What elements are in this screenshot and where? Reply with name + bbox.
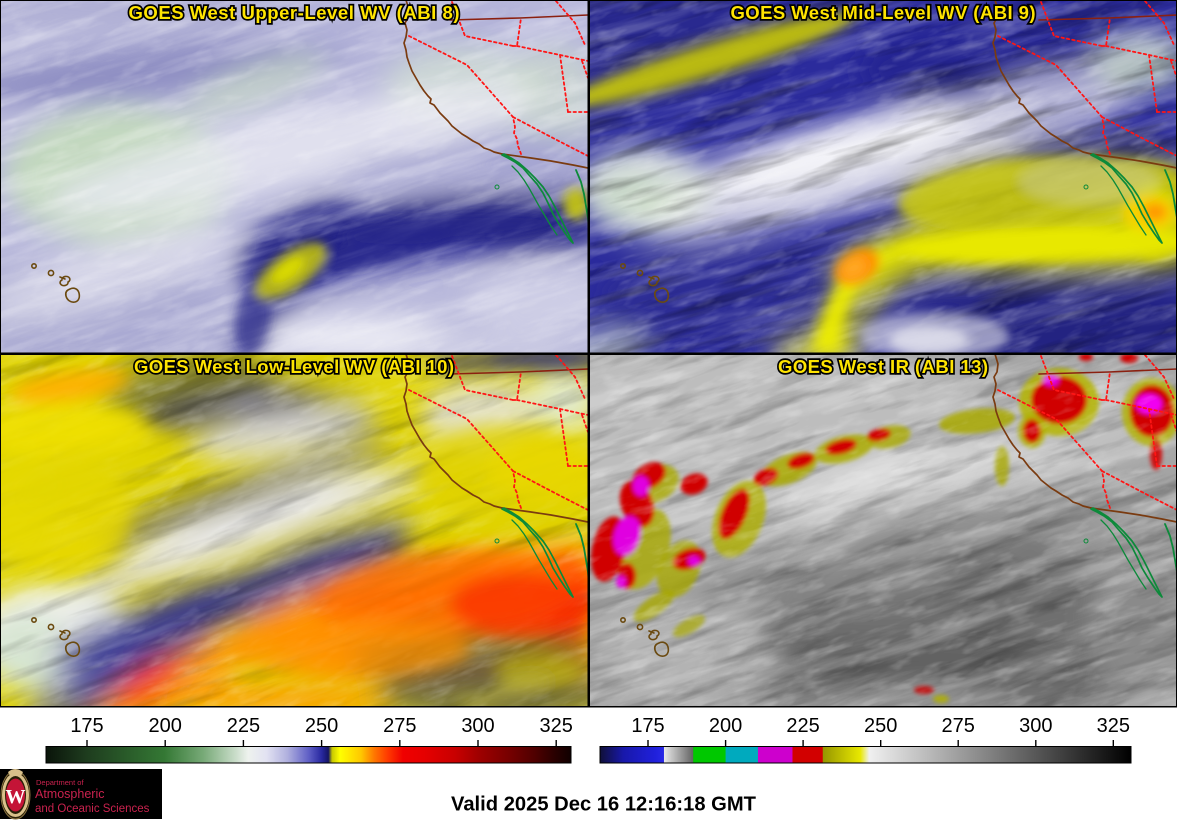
svg-text:275: 275 bbox=[942, 715, 975, 737]
svg-text:250: 250 bbox=[864, 715, 897, 737]
svg-text:GOES West Upper-Level WV (ABI: GOES West Upper-Level WV (ABI 8) bbox=[129, 2, 460, 23]
svg-text:Atmospheric: Atmospheric bbox=[35, 787, 104, 801]
svg-text:325: 325 bbox=[540, 715, 573, 737]
svg-text:Valid 2025 Dec 16 12:16:18 GMT: Valid 2025 Dec 16 12:16:18 GMT bbox=[451, 793, 756, 816]
svg-text:250: 250 bbox=[305, 715, 338, 737]
svg-text:325: 325 bbox=[1097, 715, 1130, 737]
svg-text:GOES West Mid-Level WV (ABI 9): GOES West Mid-Level WV (ABI 9) bbox=[731, 2, 1036, 23]
svg-text:225: 225 bbox=[786, 715, 819, 737]
svg-text:200: 200 bbox=[709, 715, 742, 737]
svg-text:GOES West IR (ABI 13): GOES West IR (ABI 13) bbox=[778, 356, 988, 377]
svg-text:225: 225 bbox=[227, 715, 260, 737]
svg-text:GOES West Low-Level WV (ABI 10: GOES West Low-Level WV (ABI 10) bbox=[134, 356, 454, 377]
svg-text:200: 200 bbox=[149, 715, 182, 737]
svg-text:and Oceanic Sciences: and Oceanic Sciences bbox=[35, 803, 150, 815]
svg-text:W: W bbox=[6, 786, 26, 808]
svg-text:175: 175 bbox=[631, 715, 664, 737]
svg-text:Department of: Department of bbox=[36, 778, 84, 787]
svg-text:300: 300 bbox=[461, 715, 494, 737]
svg-text:275: 275 bbox=[383, 715, 416, 737]
svg-text:300: 300 bbox=[1019, 715, 1052, 737]
svg-text:175: 175 bbox=[70, 715, 103, 737]
